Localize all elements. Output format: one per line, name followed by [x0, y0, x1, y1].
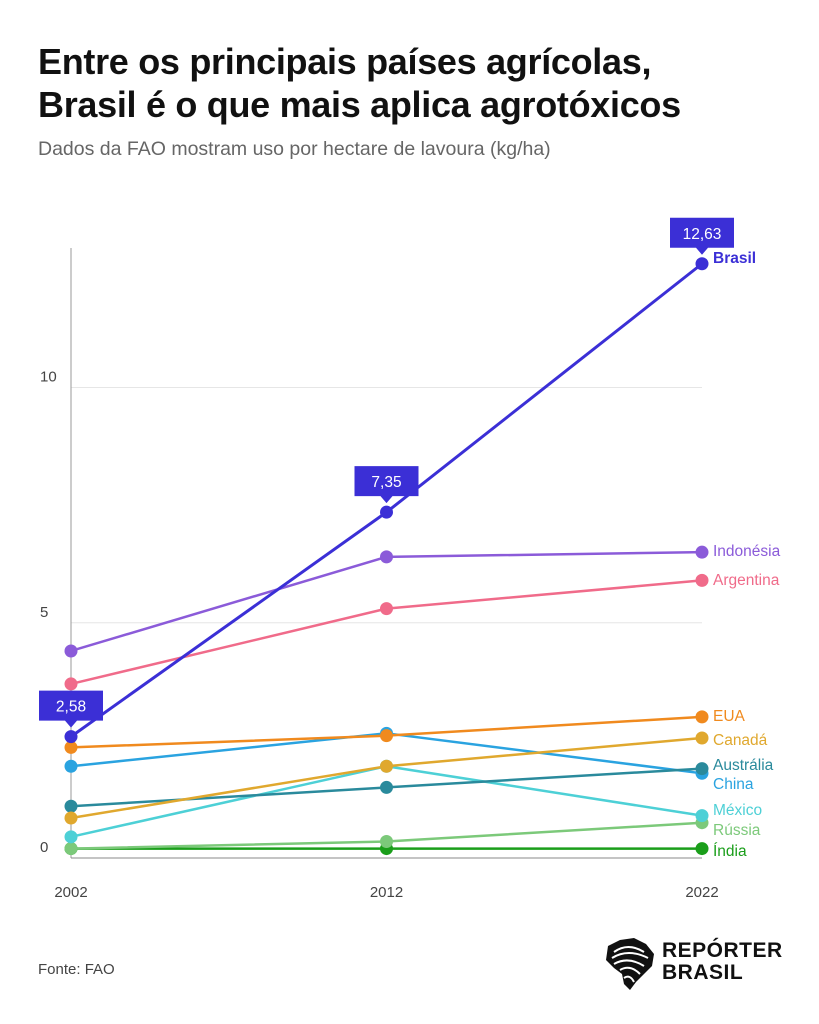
title-line-1: Entre os principais países agrícolas,: [38, 41, 652, 82]
series-label-mexico: México: [713, 802, 762, 819]
point-russia-2002: [64, 842, 78, 856]
value-callout-2002: 2,58: [39, 690, 103, 728]
point-argentina-2012: [380, 602, 393, 616]
x-tick-label-2012: 2012: [370, 884, 403, 901]
point-canada-2012: [380, 759, 393, 773]
chart-title: Entre os principais países agrícolas, Br…: [38, 40, 808, 126]
series-label-eua: EUA: [713, 708, 746, 725]
callout-label-2022: 12,63: [683, 226, 722, 243]
x-tick-label-2002: 2002: [54, 884, 87, 901]
series-label-australia: Austrália: [713, 757, 774, 774]
logo-line-2: BRASIL: [662, 961, 744, 984]
value-callout-2022: 12,63: [670, 217, 734, 255]
logo-line-1: REPÓRTER: [662, 939, 783, 962]
y-tick-label-5: 5: [40, 604, 48, 621]
value-callout-2012: 7,35: [354, 466, 419, 504]
callout-label-2012: 7,35: [371, 474, 401, 491]
point-brasil-2012: [380, 505, 393, 519]
point-eua-2022: [695, 710, 709, 724]
point-china-2002: [64, 759, 78, 773]
brazil-fingerprint-icon: [606, 938, 654, 990]
y-tick-label-10: 10: [40, 369, 57, 386]
point-indonesia-2022: [695, 545, 709, 559]
point-australia-2002: [64, 799, 78, 813]
series-label-indonesia: Indonésia: [713, 543, 781, 560]
point-mexico-2002: [64, 830, 78, 844]
series-label-india: Índia: [713, 843, 747, 860]
point-argentina-2022: [695, 573, 709, 587]
callout-label-2002: 2,58: [56, 699, 86, 716]
logo-text: REPÓRTER BRASIL: [662, 940, 783, 984]
series-label-china: China: [713, 776, 754, 793]
point-eua-2012: [380, 729, 393, 743]
callout-box-2002: [39, 690, 103, 728]
point-australia-2012: [380, 780, 393, 794]
point-india-2022: [695, 842, 709, 856]
series-label-argentina: Argentina: [713, 572, 780, 589]
x-tick-label-2022: 2022: [685, 884, 718, 901]
callout-box-2012: [354, 466, 419, 504]
title-line-2: Brasil é o que mais aplica agrotóxicos: [38, 84, 681, 125]
series-label-russia: Rússia: [713, 822, 761, 839]
source-note: Fonte: FAO: [38, 961, 115, 978]
series-line-canada: [70, 736, 703, 820]
point-australia-2022: [695, 762, 709, 776]
series-line-indonesia: [70, 550, 703, 653]
point-canada-2022: [695, 731, 709, 745]
point-russia-2012: [380, 835, 393, 849]
point-brasil-2002: [64, 730, 78, 744]
point-eua-2002: [64, 740, 78, 754]
point-canada-2002: [64, 811, 78, 825]
point-mexico-2022: [695, 809, 709, 823]
series-label-brasil: Brasil: [713, 250, 756, 267]
y-tick-label-0: 0: [40, 839, 48, 856]
series-label-canada: Canadá: [713, 732, 768, 749]
callout-box-2022: [670, 217, 734, 255]
point-indonesia-2002: [64, 644, 78, 658]
reporter-brasil-logo: REPÓRTER BRASIL: [600, 934, 800, 994]
point-argentina-2002: [64, 677, 78, 691]
chart-subtitle: Dados da FAO mostram uso por hectare de …: [38, 138, 551, 160]
point-indonesia-2012: [380, 550, 393, 564]
point-brasil-2022: [695, 257, 709, 271]
